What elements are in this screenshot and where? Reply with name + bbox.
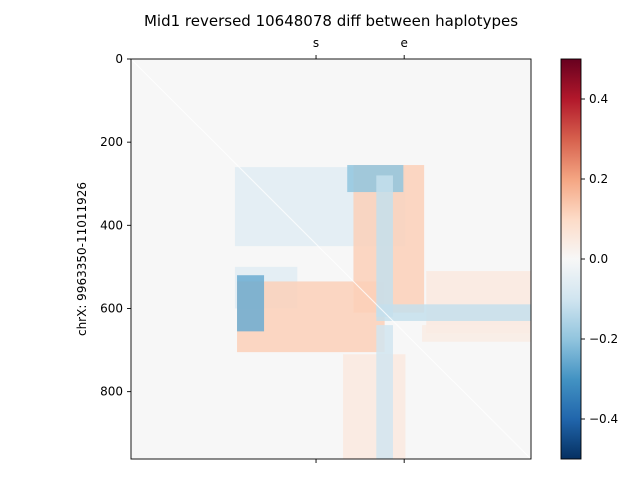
heatmap-region bbox=[237, 275, 265, 332]
top-marker-label: s bbox=[313, 36, 319, 50]
chart-title: Mid1 reversed 10648078 diff between hapl… bbox=[144, 12, 518, 30]
y-tick-label: 400 bbox=[100, 218, 123, 232]
heatmap-region bbox=[376, 175, 393, 317]
y-tick-label: 200 bbox=[100, 135, 123, 149]
colorbar-tick-label: 0.2 bbox=[589, 172, 608, 186]
heatmap-region bbox=[347, 165, 404, 193]
heatmap-region bbox=[422, 325, 531, 342]
y-tick-label: 600 bbox=[100, 301, 123, 315]
colorbar-tick-label: 0.0 bbox=[589, 252, 608, 266]
plot-frame bbox=[130, 58, 532, 460]
colorbar-tick-label: 0.4 bbox=[589, 92, 608, 106]
y-tick-label: 800 bbox=[100, 385, 123, 399]
colorbar bbox=[560, 58, 582, 460]
y-tick-label: 0 bbox=[115, 52, 123, 66]
y-axis: 0 200 400 600 800 bbox=[100, 52, 131, 399]
colorbar-tick-label: −0.4 bbox=[589, 412, 618, 426]
y-axis-label: chrX: 9963350-11011926 bbox=[75, 182, 89, 336]
colorbar-tick-label: −0.2 bbox=[589, 332, 618, 346]
heatmap-area bbox=[131, 59, 531, 459]
diagonal-line bbox=[130, 58, 532, 460]
heatmap-region bbox=[376, 304, 531, 321]
heatmap-region bbox=[376, 325, 393, 459]
top-marker-label: e bbox=[400, 36, 407, 50]
heatmap-region bbox=[426, 271, 531, 334]
heatmap-region bbox=[343, 354, 406, 459]
colorbar-ticks: −0.4 −0.2 0.0 0.2 0.4 bbox=[581, 92, 618, 426]
